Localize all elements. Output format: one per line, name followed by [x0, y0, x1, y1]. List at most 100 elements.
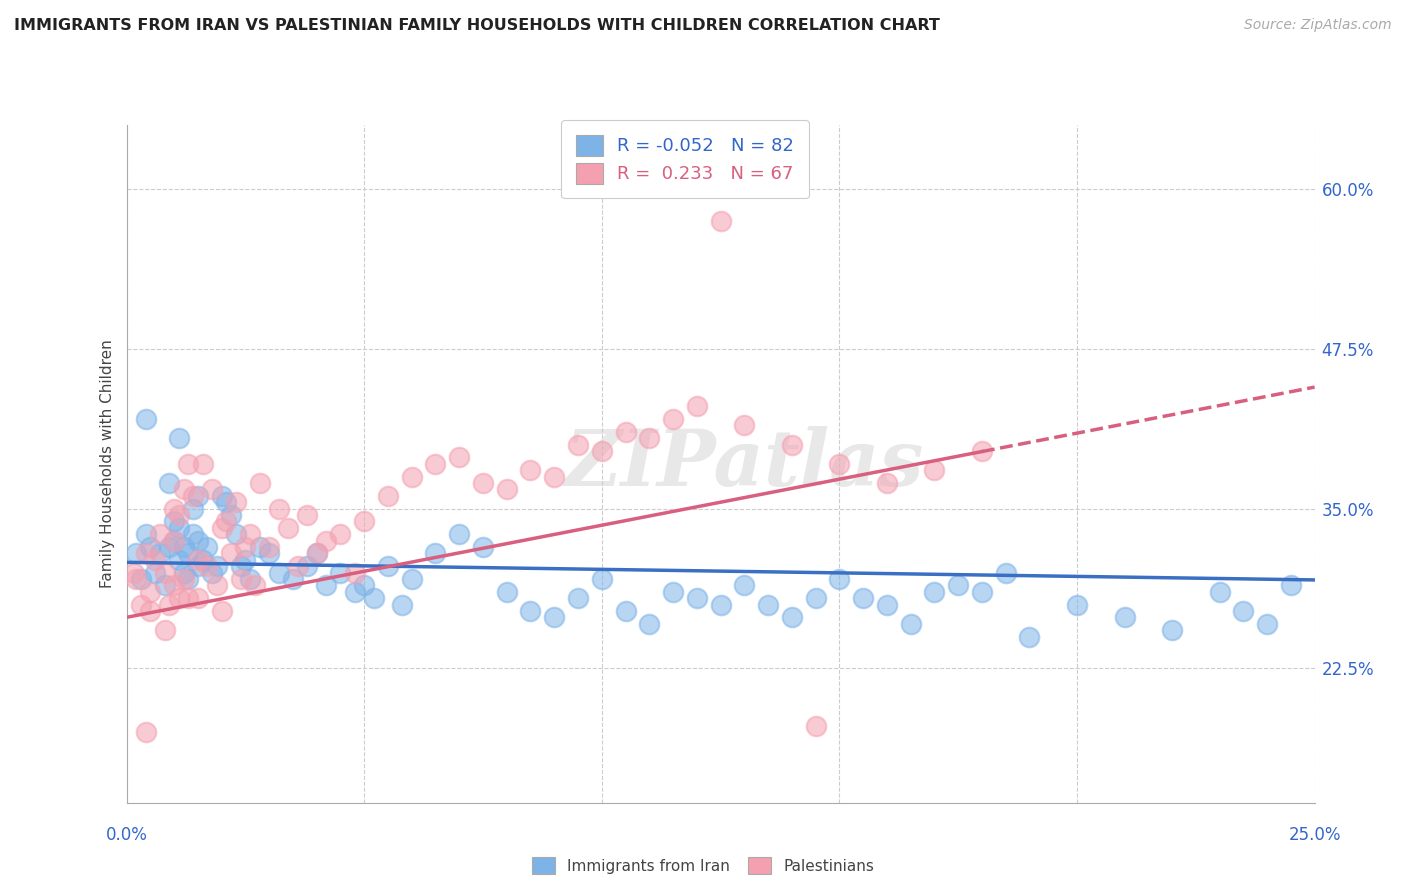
Point: [305, 546, 328, 560]
Point: [135, 725, 157, 739]
Point: [353, 515, 375, 529]
Point: [139, 540, 162, 554]
Point: [686, 399, 709, 413]
Point: [167, 508, 190, 522]
Point: [277, 521, 299, 535]
Point: [135, 546, 157, 560]
Point: [187, 559, 209, 574]
Point: [267, 566, 290, 580]
Point: [163, 578, 186, 592]
Point: [163, 515, 186, 529]
Point: [135, 527, 157, 541]
Point: [229, 572, 252, 586]
Point: [225, 495, 247, 509]
Point: [519, 604, 541, 618]
Point: [153, 578, 176, 592]
Point: [662, 584, 685, 599]
Point: [852, 591, 875, 606]
Point: [804, 591, 827, 606]
Point: [638, 616, 661, 631]
Point: [281, 572, 304, 586]
Point: [233, 553, 256, 567]
Point: [215, 495, 238, 509]
Point: [153, 566, 176, 580]
Point: [157, 598, 180, 612]
Point: [828, 572, 851, 586]
Point: [686, 591, 709, 606]
Legend: Immigrants from Iran, Palestinians: Immigrants from Iran, Palestinians: [526, 851, 880, 880]
Point: [591, 572, 613, 586]
Point: [804, 719, 827, 733]
Point: [900, 616, 922, 631]
Point: [177, 457, 200, 471]
Point: [519, 463, 541, 477]
Point: [167, 431, 190, 445]
Point: [876, 598, 898, 612]
Point: [363, 591, 385, 606]
Point: [994, 566, 1017, 580]
Point: [377, 489, 399, 503]
Point: [195, 540, 218, 554]
Point: [543, 469, 565, 483]
Point: [143, 566, 166, 580]
Point: [249, 476, 271, 491]
Point: [239, 527, 262, 541]
Point: [449, 450, 471, 465]
Text: IMMIGRANTS FROM IRAN VS PALESTINIAN FAMILY HOUSEHOLDS WITH CHILDREN CORRELATION : IMMIGRANTS FROM IRAN VS PALESTINIAN FAMI…: [14, 18, 941, 33]
Point: [157, 540, 180, 554]
Y-axis label: Family Households with Children: Family Households with Children: [100, 340, 115, 588]
Point: [143, 553, 166, 567]
Point: [449, 527, 471, 541]
Point: [353, 578, 375, 592]
Point: [177, 572, 200, 586]
Point: [125, 546, 148, 560]
Point: [257, 546, 280, 560]
Point: [187, 489, 209, 503]
Point: [401, 469, 423, 483]
Point: [177, 546, 200, 560]
Point: [229, 559, 252, 574]
Point: [472, 476, 495, 491]
Point: [173, 540, 195, 554]
Point: [187, 553, 209, 567]
Point: [295, 559, 318, 574]
Point: [329, 527, 352, 541]
Point: [1232, 604, 1254, 618]
Point: [243, 578, 266, 592]
Point: [163, 533, 186, 548]
Point: [163, 533, 186, 548]
Point: [287, 559, 309, 574]
Point: [305, 546, 328, 560]
Point: [946, 578, 969, 592]
Point: [970, 584, 993, 599]
Point: [1279, 578, 1302, 592]
Point: [315, 533, 337, 548]
Point: [1161, 623, 1184, 637]
Point: [191, 457, 214, 471]
Point: [591, 444, 613, 458]
Point: [167, 553, 190, 567]
Point: [153, 623, 176, 637]
Point: [177, 591, 200, 606]
Point: [329, 566, 352, 580]
Point: [219, 546, 242, 560]
Point: [181, 527, 204, 541]
Point: [924, 463, 946, 477]
Point: [211, 521, 233, 535]
Point: [149, 527, 172, 541]
Point: [638, 431, 661, 445]
Point: [780, 437, 803, 451]
Point: [249, 540, 271, 554]
Point: [709, 214, 731, 228]
Point: [129, 598, 152, 612]
Point: [205, 578, 228, 592]
Point: [173, 572, 195, 586]
Point: [181, 501, 204, 516]
Point: [733, 418, 755, 433]
Point: [157, 476, 180, 491]
Point: [295, 508, 318, 522]
Point: [425, 546, 447, 560]
Point: [122, 566, 145, 580]
Point: [239, 572, 262, 586]
Point: [343, 584, 366, 599]
